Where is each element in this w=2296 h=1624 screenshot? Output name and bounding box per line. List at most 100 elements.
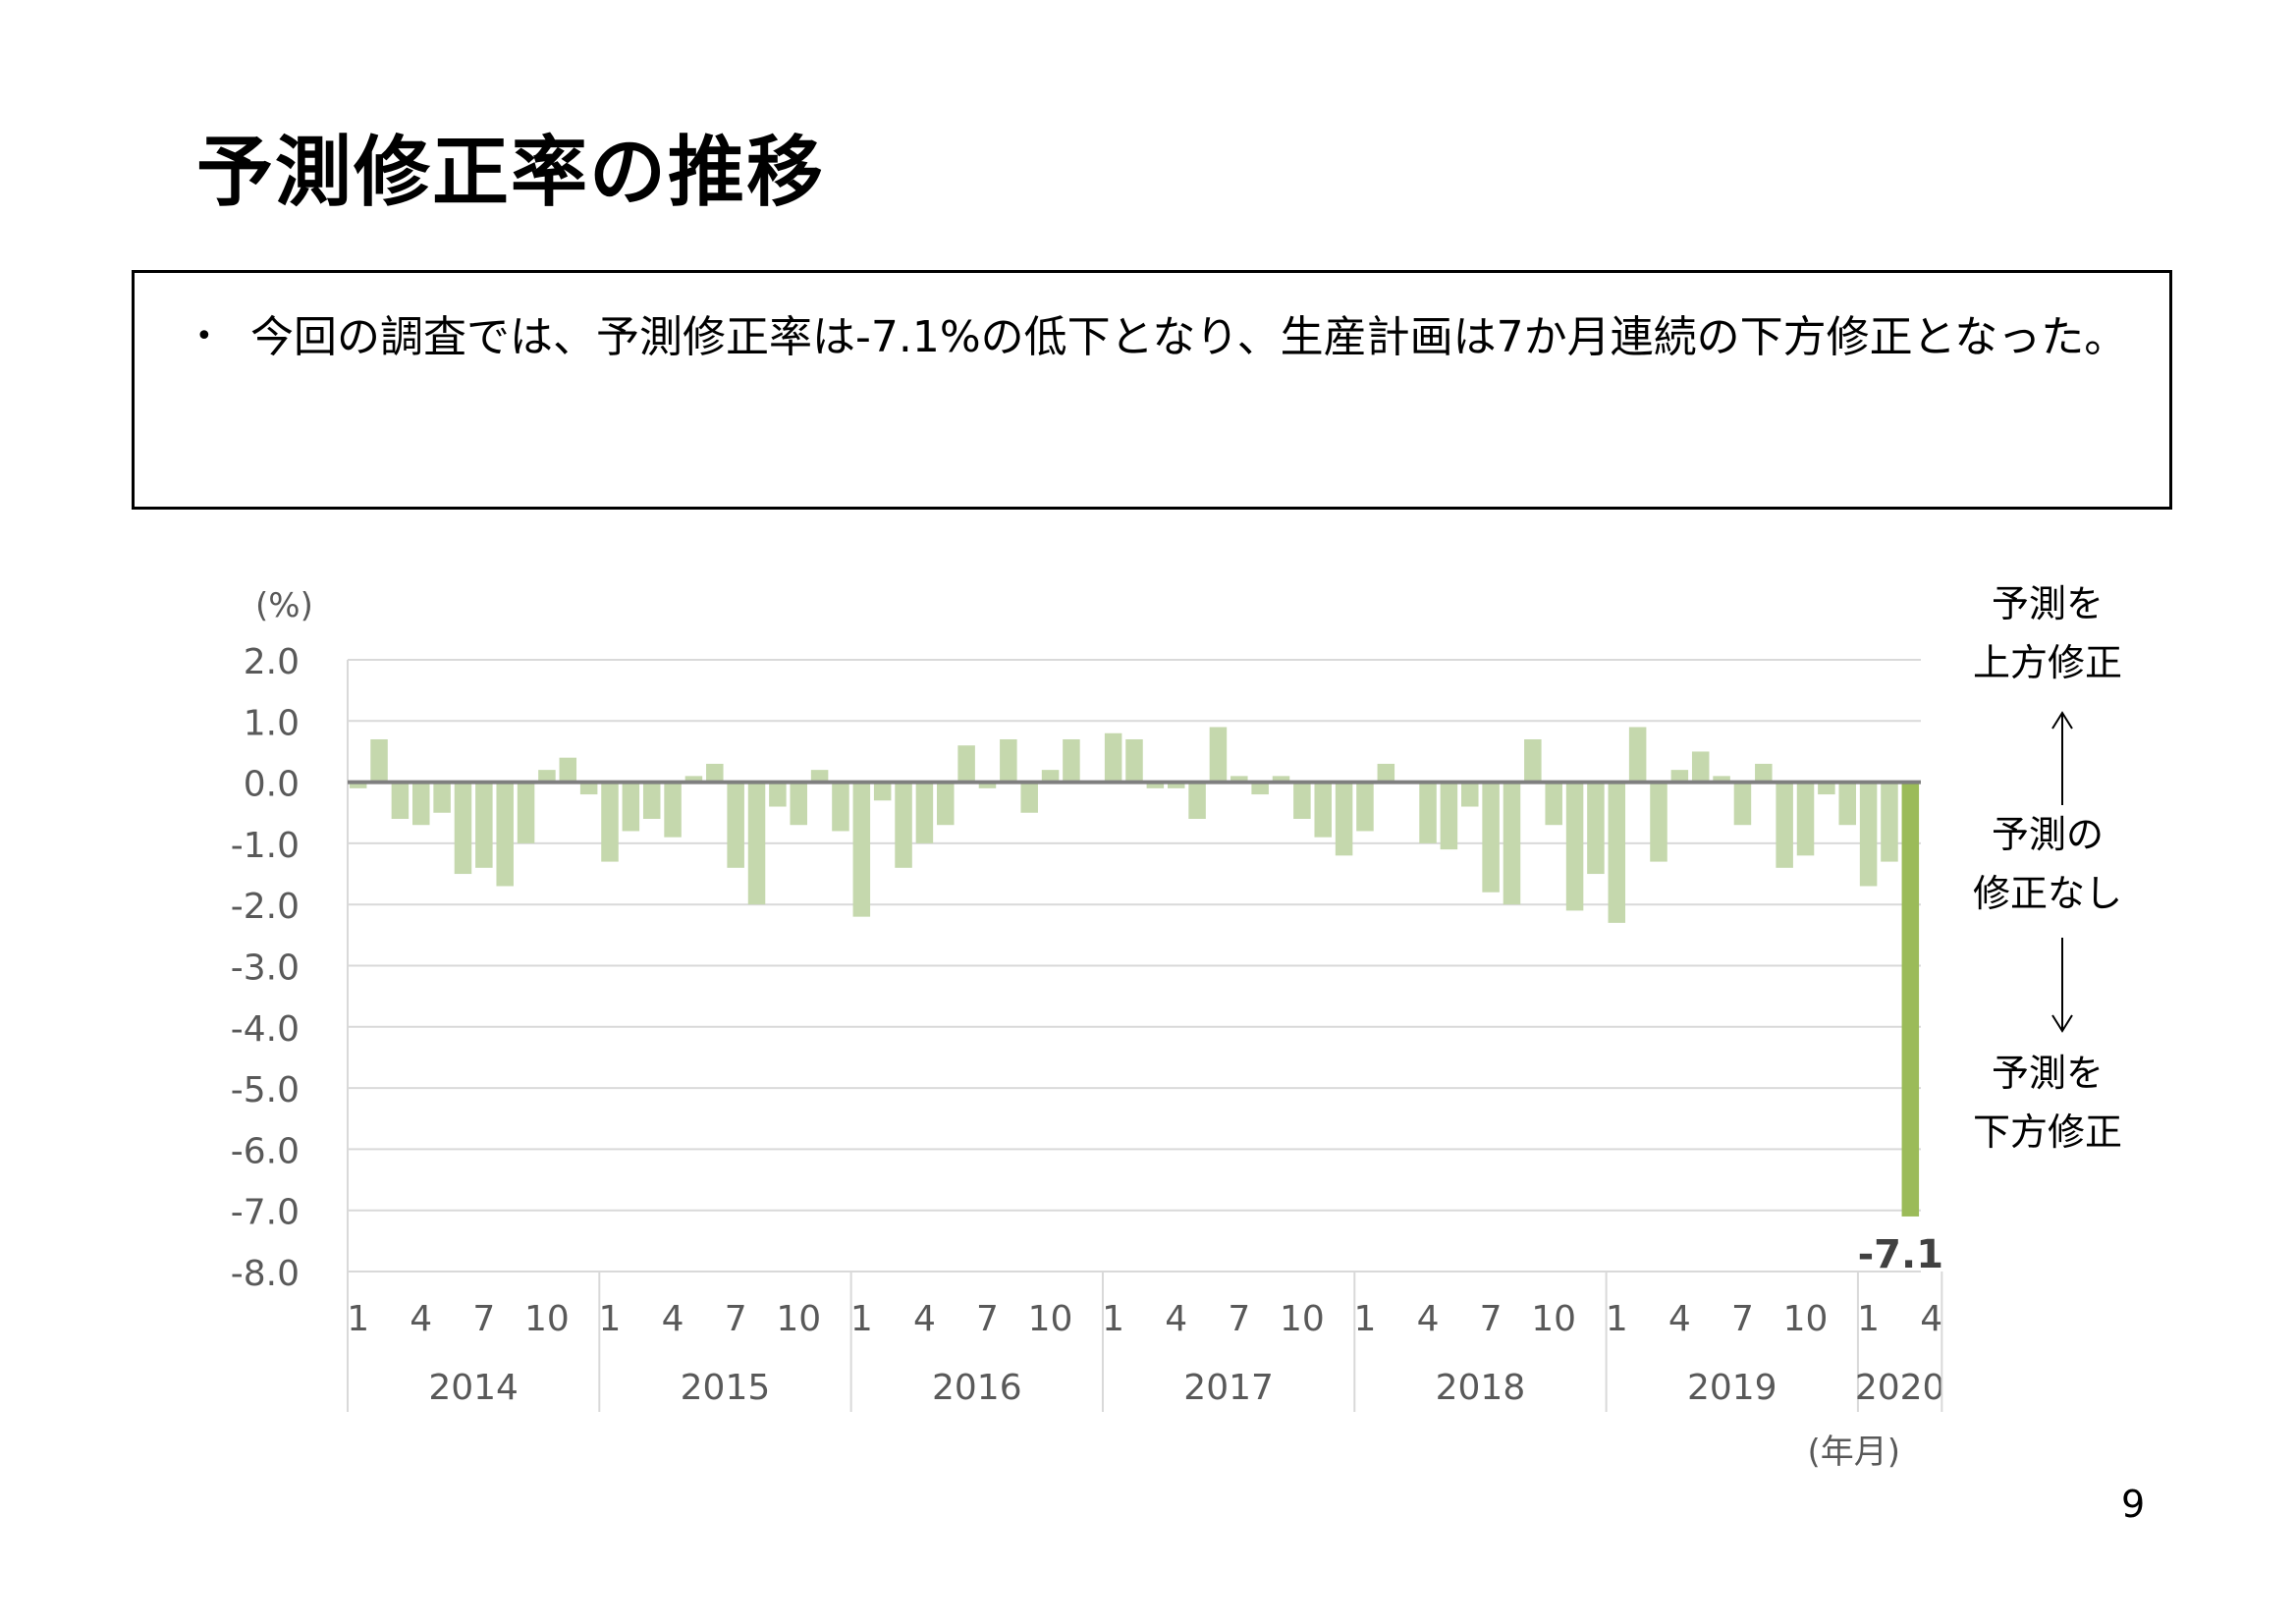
x-month-tick-label: 1 [1354, 1299, 1377, 1339]
bar [433, 782, 451, 813]
bar [1859, 782, 1878, 887]
x-month-tick-label: 10 [524, 1299, 570, 1339]
x-month-tick-label: 4 [1668, 1299, 1691, 1339]
bar [1838, 782, 1856, 826]
label-upward-line2: 上方修正 [1972, 641, 2122, 684]
label-none-line2: 修正なし [1972, 872, 2122, 915]
arrow-down-icon [2051, 1014, 2073, 1033]
data-label-latest: -7.1 [1858, 1232, 1943, 1277]
y-tick-label: 0.0 [244, 765, 300, 805]
x-month-tick-label: 1 [1606, 1299, 1628, 1339]
bar [1063, 738, 1080, 783]
y-tick-label: -3.0 [231, 948, 300, 989]
bar [1125, 738, 1143, 783]
label-none-line1: 予測の [1991, 813, 2104, 856]
bar [1335, 782, 1353, 856]
bar [349, 782, 367, 788]
y-tick-label: -4.0 [231, 1009, 300, 1050]
x-year-label: 2018 [1436, 1368, 1526, 1408]
x-month-tick-label: 10 [1028, 1299, 1073, 1339]
bar [1503, 782, 1521, 905]
x-month-tick-label: 4 [913, 1299, 936, 1339]
bar [622, 782, 640, 832]
bar-highlight [1901, 782, 1920, 1217]
bar [1377, 763, 1395, 783]
label-upward-line1: 予測を [1991, 582, 2104, 625]
y-tick-label: -2.0 [231, 887, 300, 927]
bar [1461, 782, 1479, 807]
bar [873, 782, 892, 801]
y-tick-label: -6.0 [231, 1131, 300, 1171]
bar [517, 782, 535, 843]
bar [1608, 782, 1626, 923]
bar [1545, 782, 1562, 826]
bar [664, 782, 682, 838]
bar [1776, 782, 1793, 868]
label-downward-line2: 下方修正 [1972, 1110, 2122, 1154]
bar [559, 757, 577, 783]
y-tick-label: -8.0 [231, 1254, 300, 1294]
bar [1167, 782, 1185, 788]
x-month-tick-label: 4 [1165, 1299, 1187, 1339]
bar [852, 782, 871, 917]
x-axis-unit-label: (年月) [1807, 1433, 1900, 1472]
summary-text: 今回の調査では、予測修正率は-7.1%の低下となり、生産計画は7か月連続の下方修… [250, 312, 2128, 362]
x-month-tick-label: 4 [1920, 1299, 1942, 1339]
bar [1691, 751, 1710, 783]
summary-box: • 今回の調査では、予測修正率は-7.1%の低下となり、生産計画は7か月連続の下… [132, 270, 2172, 510]
bar [1104, 732, 1122, 783]
label-no-revision: 予測の 修正なし [1930, 805, 2165, 923]
x-month-tick-label: 10 [1783, 1299, 1829, 1339]
bar [1587, 782, 1605, 875]
bar [538, 770, 556, 783]
x-month-tick-label: 1 [1102, 1299, 1124, 1339]
bar [1650, 782, 1667, 862]
bar [1796, 782, 1815, 856]
bar [1293, 782, 1311, 819]
y-tick-label: -5.0 [231, 1070, 300, 1110]
page-number: 9 [2121, 1483, 2146, 1526]
x-year-label: 2014 [428, 1368, 519, 1408]
x-month-tick-label: 7 [725, 1299, 747, 1339]
bar [1881, 782, 1898, 862]
x-year-label: 2016 [932, 1368, 1022, 1408]
bar [1251, 782, 1269, 795]
bar [370, 738, 388, 783]
x-month-tick-label: 7 [1228, 1299, 1250, 1339]
bar [1000, 738, 1017, 783]
y-tick-label: -7.0 [231, 1193, 300, 1233]
bar [1230, 776, 1248, 783]
bar [1020, 782, 1038, 813]
x-month-tick-label: 10 [1280, 1299, 1325, 1339]
bar [747, 782, 766, 905]
bar [1524, 738, 1542, 783]
bar [810, 770, 829, 783]
bar [1733, 782, 1752, 826]
x-month-tick-label: 7 [472, 1299, 495, 1339]
bar [832, 782, 849, 832]
bar [412, 782, 430, 826]
bar [727, 782, 744, 868]
y-tick-label: 1.0 [244, 703, 300, 743]
x-month-tick-label: 1 [850, 1299, 873, 1339]
bar [1482, 782, 1500, 893]
bar [579, 782, 598, 795]
bar [957, 745, 975, 783]
label-upward-revision: 予測を 上方修正 [1930, 574, 2165, 692]
bar [601, 782, 619, 862]
x-month-tick-label: 1 [347, 1299, 369, 1339]
bar [937, 782, 955, 826]
x-month-tick-label: 10 [776, 1299, 821, 1339]
bar [475, 782, 493, 868]
bar [684, 776, 703, 783]
bar [1356, 782, 1374, 832]
slide-title: 予測修正率の推移 [196, 129, 826, 217]
x-month-tick-label: 4 [410, 1299, 432, 1339]
bar [706, 763, 724, 783]
bar [895, 782, 912, 868]
x-month-tick-label: 7 [976, 1299, 999, 1339]
x-year-label: 2017 [1183, 1368, 1274, 1408]
x-month-tick-label: 1 [599, 1299, 622, 1339]
y-axis-unit-label: (%) [255, 586, 313, 625]
x-month-tick-label: 10 [1531, 1299, 1576, 1339]
